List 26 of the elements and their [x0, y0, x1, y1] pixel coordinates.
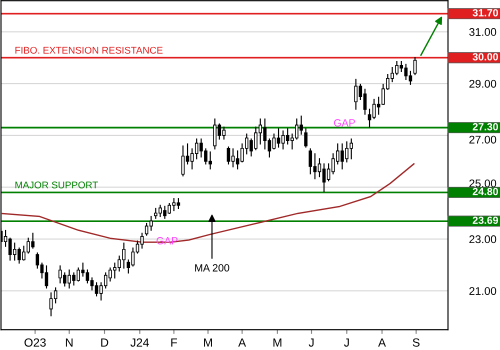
y-tick-label: 23.00 [469, 235, 496, 244]
annotation: MAJOR SUPPORT [15, 182, 98, 188]
x-tick-label: J [308, 338, 314, 347]
x-tick-label: N [66, 338, 73, 347]
x-tick-label: J [344, 338, 349, 347]
ref-line-label: 31.70 [472, 9, 498, 16]
y-tick-label: 27.00 [469, 136, 496, 144]
y-tick-label: 21.00 [469, 287, 496, 295]
annotation: FIBO. EXTENSION RESISTANCE [15, 46, 163, 54]
y-tick-label: 31.00 [469, 28, 496, 36]
annotation: GAP [334, 119, 355, 127]
x-tick-label: F [171, 338, 178, 347]
ref-line-label: 24.80 [472, 188, 498, 196]
x-tick-label: O23 [24, 338, 46, 347]
x-tick-label: A [378, 338, 386, 347]
x-tick-label: J24 [130, 338, 149, 347]
ref-line-label: 27.30 [472, 123, 498, 130]
x-tick-label: S [412, 338, 420, 347]
x-tick-label: A [238, 338, 246, 347]
x-tick-label: D [101, 338, 108, 347]
annotation: MA 200 [195, 264, 230, 272]
x-tick-label: M [273, 338, 282, 347]
ref-line-label: 23.69 [472, 216, 498, 224]
ref-line-label: 30.00 [472, 53, 498, 61]
x-tick-label: M [204, 338, 212, 347]
y-tick-label: 29.00 [469, 80, 496, 88]
